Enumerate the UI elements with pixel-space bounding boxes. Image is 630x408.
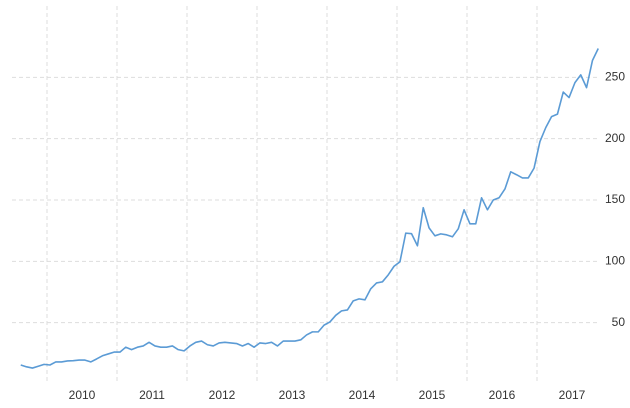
x-tick-label: 2017	[559, 388, 586, 402]
x-tick-label: 2011	[139, 388, 165, 402]
y-tick-label: 150	[605, 192, 625, 206]
x-tick-label: 2012	[209, 388, 236, 402]
x-tick-label: 2010	[69, 388, 96, 402]
data-line	[20, 48, 599, 369]
x-tick-label: 2015	[419, 388, 446, 402]
x-tick-label: 2016	[489, 388, 516, 402]
y-tick-label: 50	[612, 315, 626, 329]
y-tick-label: 250	[605, 70, 625, 84]
y-tick-label: 200	[605, 131, 625, 145]
x-tick-label: 2013	[279, 388, 306, 402]
x-tick-label: 2014	[349, 388, 376, 402]
y-tick-label: 100	[605, 254, 625, 268]
